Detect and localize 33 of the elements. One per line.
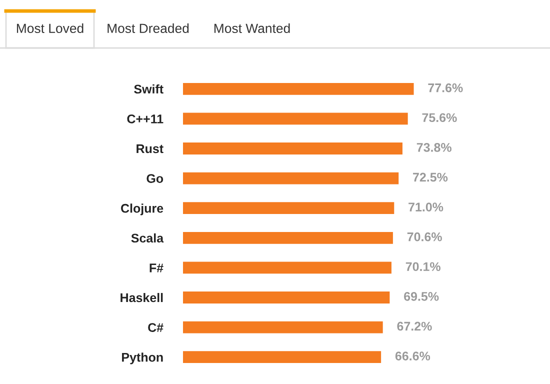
data-label: 66.6% <box>395 352 430 360</box>
bar <box>183 112 408 125</box>
text: Most Dreaded <box>108 23 189 34</box>
bar <box>183 292 390 304</box>
bar <box>183 262 392 274</box>
bar <box>183 172 399 184</box>
y-tick-label: Clojure <box>121 204 164 216</box>
y-tick-label: Python <box>122 352 163 364</box>
y-tick-label: Rust <box>136 144 164 154</box>
data-label: 75.6% <box>422 113 457 122</box>
data-label: 77.6% <box>428 83 463 92</box>
y-tick-label: Swift <box>134 84 164 94</box>
bar <box>183 82 414 95</box>
data-label: 73.8% <box>416 143 452 152</box>
y-tick-label: C# <box>148 323 164 332</box>
bar <box>183 321 383 334</box>
data-label: 70.1% <box>406 262 440 272</box>
y-tick-label: F# <box>150 264 164 272</box>
y-tick-label: Go <box>146 174 164 183</box>
bar <box>183 202 394 214</box>
y-tick-label: C++11 <box>127 114 164 124</box>
bar <box>183 351 382 364</box>
text: Most Wanted <box>214 23 290 34</box>
data-label: 71.0% <box>408 202 444 212</box>
bar <box>183 142 402 154</box>
data-label: 69.5% <box>404 292 439 301</box>
y-tick-label: Haskell <box>120 292 163 302</box>
data-label: 70.6% <box>407 232 442 242</box>
data-label: 72.5% <box>413 172 448 182</box>
data-label: 67.2% <box>397 322 432 331</box>
y-tick-label: Scala <box>131 233 164 243</box>
bar <box>183 232 393 244</box>
text: Most Loved <box>16 23 84 34</box>
